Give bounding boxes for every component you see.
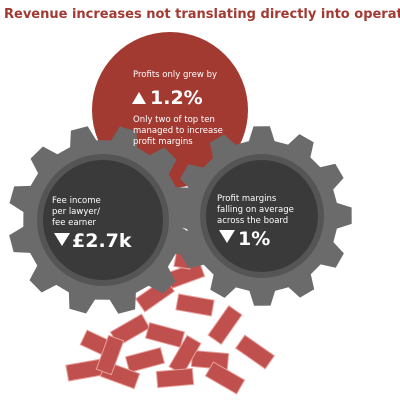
right-label: Profit margins (217, 194, 277, 204)
profit-detail: Only two of top ten (133, 115, 215, 125)
gear-hub (206, 160, 318, 272)
profit-detail: managed to increase (133, 126, 223, 136)
left-label: Fee income (52, 196, 101, 206)
left-figure: £2.7k (72, 230, 132, 252)
profit-figure: 1.2% (150, 87, 203, 109)
profit-detail: profit margins (133, 137, 193, 147)
up-arrow (132, 92, 146, 104)
left-label: fee earner (52, 218, 97, 228)
right-figure: 1% (238, 228, 270, 250)
down-arrow (219, 230, 235, 243)
right-label: falling on average (217, 205, 294, 215)
down-arrow (54, 233, 70, 246)
right-label: across the board (217, 216, 288, 226)
left-label: per lawyer/ (52, 207, 100, 217)
profit-intro: Profits only grew by (133, 70, 217, 80)
gears (9, 126, 352, 314)
title: Revenue increases not translating direct… (4, 7, 400, 22)
gear-hub (43, 160, 163, 280)
